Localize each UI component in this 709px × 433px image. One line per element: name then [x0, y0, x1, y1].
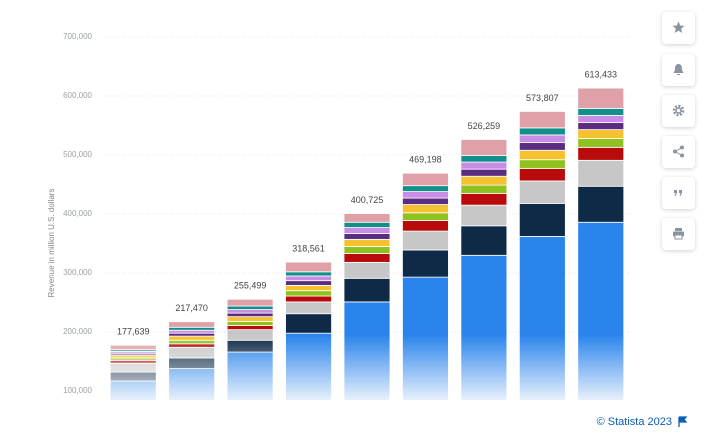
- settings-button[interactable]: [662, 95, 695, 127]
- bar-segment: [168, 329, 216, 334]
- favorite-button[interactable]: [662, 12, 695, 44]
- y-tick-label: 200,000: [63, 327, 92, 336]
- bar-segment: [226, 309, 274, 314]
- bar-segment: [285, 261, 332, 273]
- bar-segment: [518, 134, 566, 144]
- bar-segment: [285, 295, 332, 303]
- bar-segment: [518, 142, 566, 151]
- bar-segment: [402, 185, 449, 192]
- bar-segment: [402, 220, 449, 232]
- bar-segment: [518, 180, 566, 204]
- bar-segment: [460, 175, 508, 186]
- bar-segment: [402, 197, 449, 205]
- bar-segment: [518, 202, 566, 237]
- credit[interactable]: © Statista 2023: [597, 416, 672, 428]
- bar-segment: [285, 271, 332, 277]
- bar-segment: [518, 168, 566, 182]
- bar-segment: [285, 284, 332, 292]
- bar-segment: [343, 213, 391, 223]
- bar-segment: [518, 236, 566, 400]
- bar-segment: [577, 115, 625, 123]
- bar-segment: [402, 172, 449, 187]
- y-tick-label: 400,000: [63, 209, 92, 218]
- bar-segment: [226, 325, 274, 331]
- total-label: 217,470: [175, 303, 208, 313]
- bar-segment: [577, 129, 625, 139]
- bar-segment: [402, 191, 449, 199]
- bar-segment: [577, 146, 625, 161]
- bar-segment: [343, 233, 391, 240]
- y-axis-title: Revenue in million U.S. dollars: [47, 189, 56, 298]
- y-tick-label: 300,000: [63, 268, 92, 277]
- bar-segment: [343, 221, 391, 228]
- total-label: 526,259: [468, 121, 501, 131]
- bar-segment: [460, 161, 508, 170]
- bar-segment: [343, 253, 391, 263]
- bar-segment: [577, 87, 625, 109]
- bar-segment: [460, 155, 508, 163]
- bar-segment: [460, 139, 508, 156]
- bar-segment: [518, 159, 566, 169]
- bar-segment: [577, 107, 625, 116]
- bar-segment: [285, 280, 332, 286]
- bar-segment: [343, 261, 391, 279]
- cite-button[interactable]: [662, 177, 695, 209]
- bar-segment: [402, 212, 449, 221]
- bar-segment: [285, 275, 332, 282]
- bar-segment: [402, 249, 449, 278]
- bar-segment: [460, 225, 508, 256]
- bar-segment: [577, 221, 625, 400]
- total-label: 469,198: [409, 155, 442, 165]
- bar-segment: [285, 313, 332, 334]
- bar-segment: [343, 238, 391, 247]
- bar-segment: [577, 159, 625, 187]
- bar-segment: [402, 204, 449, 214]
- total-label: 318,561: [292, 243, 325, 253]
- bar-segment: [226, 312, 274, 318]
- bar-segment: [343, 246, 391, 254]
- bar-segment: [518, 111, 566, 129]
- bar-segment: [577, 138, 625, 148]
- bar-segment: [226, 298, 274, 307]
- bar-segment: [577, 185, 625, 223]
- bar-segment: [226, 320, 274, 326]
- total-label: 255,499: [234, 281, 267, 291]
- bar-segment: [343, 227, 391, 234]
- bar-segment: [168, 321, 216, 328]
- bar-segment: [518, 127, 566, 136]
- alert-button[interactable]: [662, 54, 695, 86]
- y-tick-label: 500,000: [63, 150, 92, 159]
- bar-segment: [460, 204, 508, 227]
- total-label: 613,433: [585, 69, 618, 79]
- y-tick-label: 700,000: [63, 32, 92, 41]
- bar-segment: [226, 316, 274, 322]
- bar-segment: [460, 184, 508, 194]
- flag-icon[interactable]: [678, 416, 688, 427]
- bar-segment: [577, 122, 625, 131]
- total-label: 177,639: [117, 327, 150, 337]
- bar-segment: [168, 326, 216, 331]
- bar-segment: [460, 192, 508, 206]
- bar-segment: [226, 305, 274, 310]
- share-button[interactable]: [662, 136, 695, 168]
- bar-segment: [285, 290, 332, 297]
- bar-segment: [518, 149, 566, 161]
- bar-segment: [285, 301, 332, 315]
- bar-segment: [343, 277, 391, 303]
- y-tick-label: 600,000: [63, 91, 92, 100]
- total-label: 400,725: [351, 195, 384, 205]
- y-tick-label: 100,000: [63, 386, 92, 395]
- bar-segment: [402, 230, 449, 251]
- bar-segment: [460, 168, 508, 177]
- total-label: 573,807: [526, 93, 559, 103]
- print-button[interactable]: [662, 218, 695, 250]
- fade-overlay: [100, 335, 640, 401]
